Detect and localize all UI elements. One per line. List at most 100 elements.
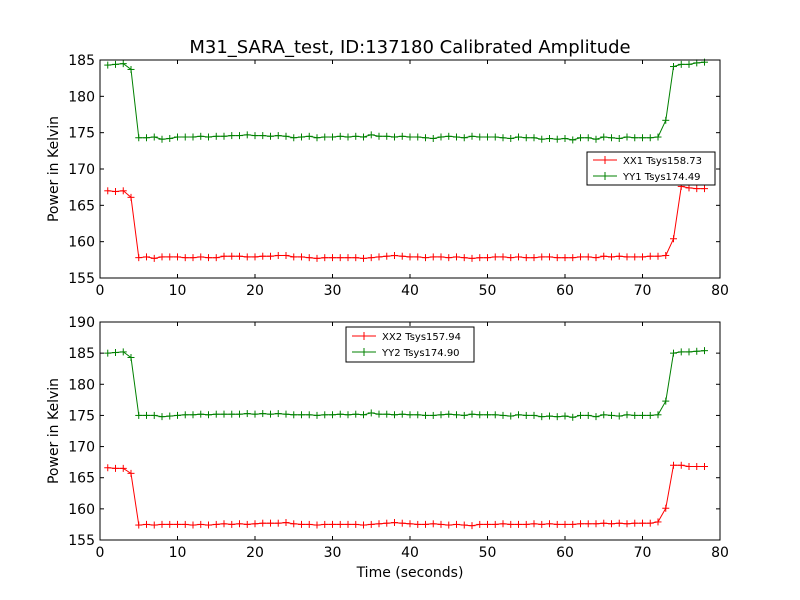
top-series-1-point — [453, 133, 460, 141]
bottom-y-tick-label: 175 — [68, 408, 95, 424]
top-series-0-point — [112, 188, 119, 196]
top-y-tick-label: 180 — [68, 89, 95, 105]
bottom-series-1-point — [530, 411, 538, 419]
top-series-0-point — [135, 254, 143, 262]
bottom-series-1-point — [150, 411, 158, 419]
bottom-series-1-point — [677, 348, 685, 356]
top-series-1-point — [344, 133, 352, 141]
bottom-series-0-point — [220, 520, 228, 528]
bottom-series-1-point — [298, 411, 305, 419]
bottom-series-1-point — [453, 411, 460, 419]
top-series-1-point — [267, 132, 274, 140]
top-series-0-point — [158, 253, 166, 261]
bottom-series-1-point — [515, 411, 522, 419]
top-y-tick-label: 170 — [68, 162, 95, 178]
bottom-series-0-point — [414, 520, 422, 528]
bottom-series-1-point — [507, 412, 515, 420]
top-series-1-point — [468, 132, 476, 140]
bottom-series-1-point — [437, 411, 445, 419]
top-series-1-point — [127, 65, 135, 73]
bottom-series-0-point — [677, 461, 685, 469]
top-x-tick-label: 70 — [634, 283, 652, 299]
top-series-0-point — [693, 185, 701, 193]
top-series-0-point — [522, 254, 530, 262]
bottom-series-0-point — [608, 520, 615, 528]
bottom-series-0-point — [522, 520, 530, 528]
top-series-1-point — [352, 132, 360, 140]
top-series-0-point — [383, 252, 391, 260]
bottom-series-1-point — [662, 397, 670, 405]
bottom-series-1-point — [305, 411, 313, 419]
top-series-1-point — [189, 133, 197, 141]
top-series-1-point — [321, 133, 329, 141]
bottom-series-0-point — [685, 463, 693, 471]
bottom-series-1-point — [701, 347, 708, 355]
bottom-series-1-point — [367, 409, 375, 417]
bottom-y-tick-label: 155 — [68, 533, 95, 549]
bottom-x-tick-label: 50 — [479, 545, 497, 561]
bottom-series-1-point — [205, 411, 212, 419]
bottom-series-0-point — [515, 520, 522, 528]
top-series-1-point — [639, 134, 646, 142]
top-series-1-point — [546, 134, 553, 142]
top-series-1-point — [631, 134, 639, 142]
top-series-0-point — [623, 253, 631, 261]
top-series-0-point — [228, 252, 236, 260]
bottom-series-1-point — [398, 410, 406, 418]
top-x-tick-label: 0 — [96, 283, 105, 299]
chart-title: M31_SARA_test, ID:137180 Calibrated Ampl… — [189, 37, 630, 58]
bottom-series-1-point — [267, 410, 274, 418]
top-series-0-point — [336, 254, 344, 262]
bottom-series-1-point — [166, 412, 174, 420]
bottom-y-tick-label: 170 — [68, 440, 95, 456]
bottom-series-0-point — [662, 504, 670, 512]
bottom-series-0-point — [538, 520, 546, 528]
bottom-series-1-point — [491, 411, 499, 419]
top-x-tick-label: 10 — [169, 283, 187, 299]
bottom-series-0-point — [577, 520, 584, 528]
bottom-series-1-point — [259, 410, 267, 418]
top-series-1-point — [670, 63, 677, 71]
bottom-series-0-point — [181, 520, 189, 528]
top-series-0-point — [577, 253, 584, 261]
top-series-0-point — [220, 252, 228, 260]
bottom-series-1-point — [251, 410, 259, 418]
top-series-0-point — [437, 253, 445, 261]
top-series-1-point — [236, 132, 243, 140]
top-series-1-point — [569, 136, 577, 144]
top-series-0-point — [150, 254, 158, 262]
bottom-series-0-point — [476, 520, 484, 528]
bottom-series-0-point — [491, 520, 499, 528]
legend-label-xx2: XX2 Tsys157.94 — [382, 332, 461, 343]
bottom-series-0-point — [600, 519, 608, 527]
top-series-1-point — [197, 132, 205, 140]
top-series-0-point — [530, 254, 538, 262]
top-series-1-point — [600, 133, 608, 141]
top-series-1-point — [375, 132, 383, 140]
top-series-1-point — [391, 133, 398, 141]
top-series-0-point — [553, 254, 561, 262]
top-x-tick-label: 80 — [711, 283, 729, 299]
top-series-0-point — [360, 254, 367, 262]
top-series-0-point — [166, 253, 174, 261]
bottom-series-0-point — [282, 519, 290, 527]
bottom-series-0-point — [623, 520, 631, 528]
top-x-tick-label: 30 — [324, 283, 342, 299]
bottom-series-0-point — [197, 520, 205, 528]
top-series-1-point — [460, 134, 468, 142]
bottom-series-0-point — [143, 520, 150, 528]
bottom-series-1-point — [220, 410, 228, 418]
bottom-series-0-point — [135, 521, 143, 529]
bottom-series-1-point — [135, 411, 143, 419]
bottom-series-1-point — [352, 410, 360, 418]
bottom-series-1-point — [406, 411, 414, 419]
top-series-0-point — [600, 252, 608, 260]
top-series-0-point — [484, 254, 491, 262]
top-series-1-point — [422, 134, 429, 142]
bottom-x-tick-label: 40 — [401, 545, 419, 561]
bottom-series-0-point — [313, 521, 321, 529]
bottom-series-0-point — [460, 521, 468, 529]
bottom-series-1-point — [569, 413, 577, 421]
top-series-0-point — [662, 251, 670, 259]
bottom-series-0-point — [693, 463, 701, 471]
